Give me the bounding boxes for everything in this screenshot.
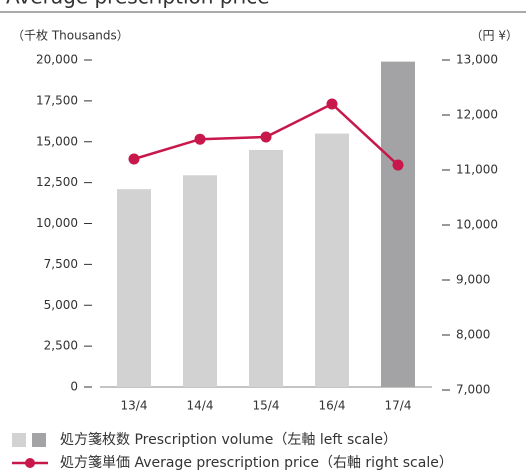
y2-axis-label: （円 ¥） [471,29,518,43]
y-tick-label: 0 [70,380,78,394]
y-tick-label: 7,500 [44,257,78,271]
y2-tick-label: 7,000 [456,383,490,397]
x-tick-label: 15/4 [253,399,280,413]
bar [183,175,217,387]
x-tick-label: 13/4 [121,399,148,413]
y2-tick-label: 12,000 [456,108,498,122]
legend-label: 処方箋単価 Average prescription price（右軸 righ… [60,455,453,471]
y-tick-label: 20,000 [36,53,78,67]
x-tick-label: 16/4 [319,399,346,413]
y-tick-label: 15,000 [36,134,78,148]
line-point [326,98,338,110]
line-point [128,153,140,165]
bar [249,149,283,387]
legend-swatch [32,433,46,447]
bar [381,61,415,387]
y-tick-label: 2,500 [44,339,78,353]
y-axis-label: （千枚 Thousands） [12,28,129,43]
y-tick-label: 5,000 [44,298,78,312]
y-tick-label: 10,000 [36,216,78,230]
legend-label: 処方箋枚数 Prescription volume（左軸 left scale） [60,432,397,448]
y2-tick-label: 13,000 [456,53,498,67]
y-tick-label: 17,500 [36,93,78,107]
chart-title: Average prescription price [6,0,270,9]
y2-tick-label: 10,000 [456,218,498,232]
y2-tick-label: 8,000 [456,328,490,342]
y-tick-label: 12,500 [36,175,78,189]
x-tick-label: 17/4 [385,399,412,413]
legend-swatch [25,458,35,468]
bar [117,189,151,387]
line-point [392,159,404,171]
y2-tick-label: 9,000 [456,273,490,287]
x-tick-label: 14/4 [187,399,214,413]
legend-swatch [12,433,26,447]
line-point [260,131,272,143]
y2-tick-label: 11,000 [456,163,498,177]
bar [315,133,349,387]
line-point [194,133,206,145]
